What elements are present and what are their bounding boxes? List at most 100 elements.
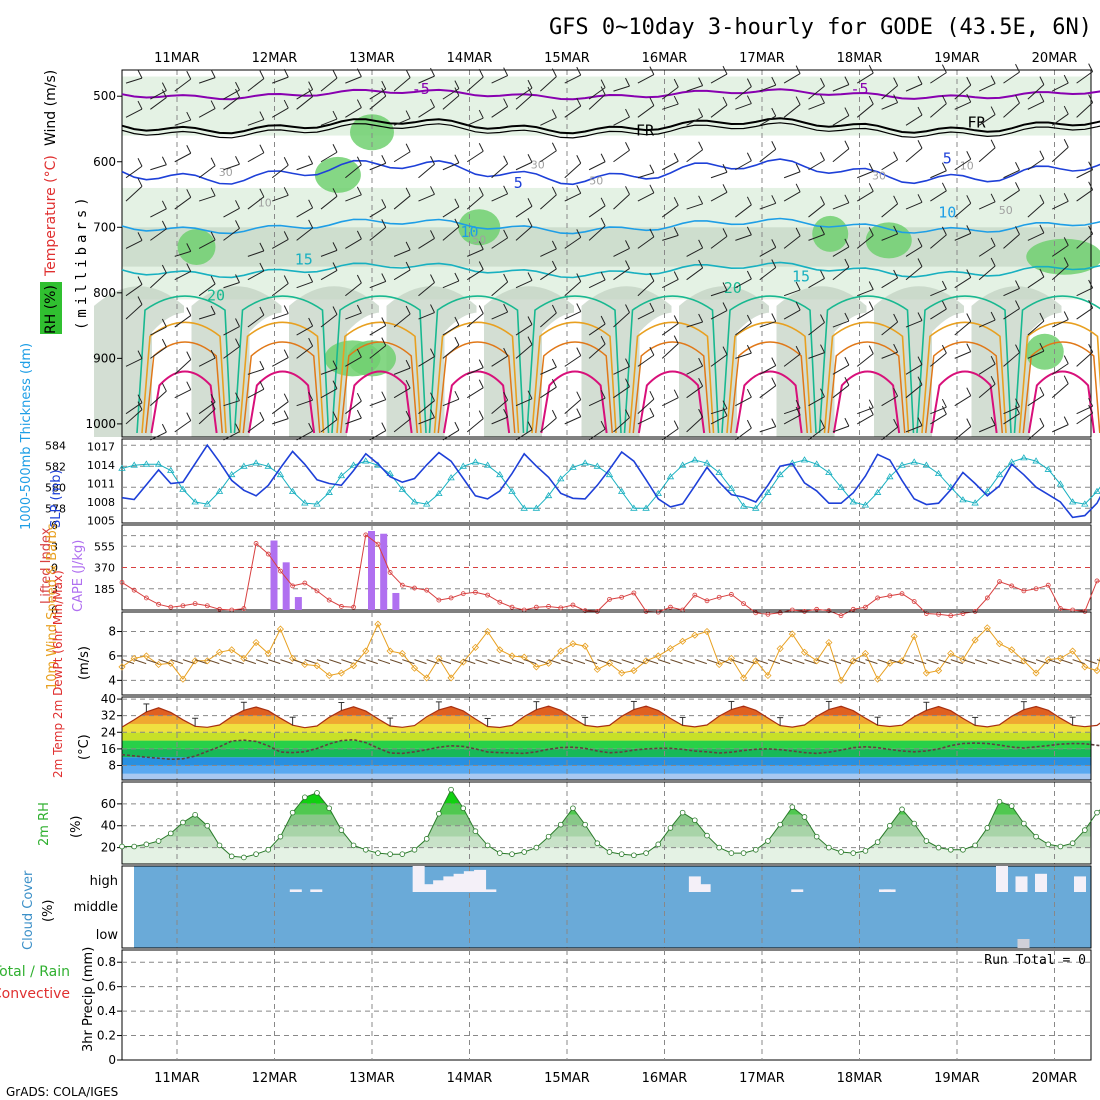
wind-barb (856, 353, 874, 367)
wind-barb (332, 380, 338, 389)
wind-barb (515, 161, 533, 171)
wind-barb (345, 282, 362, 297)
thickness-point (252, 459, 260, 466)
rh-point (765, 838, 771, 844)
rh-contour-label: 30 (872, 169, 886, 182)
thickness-point (398, 485, 407, 492)
wind-barb (917, 75, 923, 85)
wind-barb (1003, 169, 1020, 179)
thickness-point (557, 475, 565, 482)
wind-barb (442, 206, 460, 218)
wind-barb (698, 195, 704, 205)
thickness-point (1068, 498, 1077, 505)
temp-contour-diurnal (818, 295, 915, 434)
wind-barb (503, 67, 509, 76)
wind-barb (332, 110, 338, 120)
wind-barb (905, 245, 923, 257)
wind-barb-10m (658, 659, 671, 665)
li-point (546, 604, 551, 609)
wind-barb (296, 227, 313, 241)
rh-point (1094, 809, 1100, 816)
cloud-level-label: high (90, 874, 118, 889)
wind-barb (746, 95, 752, 104)
wind-barb (893, 387, 899, 397)
temp-contour-diurnal (526, 295, 622, 434)
wind-barb (491, 281, 508, 297)
wind-barb (345, 417, 362, 425)
wind-speed-point (593, 665, 601, 673)
wind-barb (600, 153, 606, 162)
wind-barb (454, 87, 460, 96)
wind-barb (857, 288, 874, 297)
wind-barb (1003, 102, 1020, 118)
wind-barb (990, 237, 996, 247)
rh-point (228, 853, 235, 860)
wind-barb (600, 79, 606, 88)
wind-barb-10m (280, 659, 293, 665)
thickness-point (508, 487, 516, 494)
millibars-axis-label: (millibars) (74, 193, 90, 330)
wind-barb-10m (548, 659, 561, 665)
li-point (802, 609, 807, 614)
wind-barb (1088, 299, 1094, 309)
rh-point (399, 851, 406, 857)
wind-barb (1052, 424, 1069, 433)
wind-speed-point (971, 636, 979, 644)
wind-speed-point (435, 654, 443, 662)
wind-barb (576, 408, 582, 417)
wind-barb (1088, 225, 1094, 235)
wind-barb (1039, 150, 1045, 159)
wind-barb (759, 321, 776, 328)
wind-barb-10m (1096, 659, 1100, 662)
wind-barb (320, 151, 338, 163)
thickness-point (435, 489, 443, 496)
wind-barb (405, 241, 411, 251)
li-point (497, 599, 503, 605)
wind-barb (820, 94, 825, 104)
wind-barb-10m (243, 659, 257, 665)
wind-barb (673, 420, 679, 429)
wind-barb (771, 107, 777, 117)
li-point (399, 582, 405, 588)
temp-contour-diurnal (827, 341, 906, 434)
wind-barb (978, 265, 996, 281)
slp-tick: 1014 (87, 459, 115, 472)
rh-point (497, 850, 503, 856)
wind-barb (198, 283, 216, 297)
wind-barb (198, 195, 216, 202)
wind-barb (795, 183, 801, 193)
wind-barb (564, 355, 582, 367)
cloud-unit-label: (%) (41, 900, 56, 923)
rh-point (436, 810, 442, 817)
wind-barb (454, 390, 460, 400)
wind-barb (551, 186, 557, 196)
wind-barb (527, 421, 533, 430)
cloud-high-bar (879, 889, 891, 892)
wind-barb-10m (134, 659, 147, 665)
wind-barb-10m (475, 659, 488, 665)
wind-barb (1088, 404, 1094, 414)
wind-barb (551, 409, 557, 419)
wind-barb (283, 393, 289, 402)
wind-barb (540, 268, 557, 281)
cloud-high-bar (1015, 876, 1028, 892)
temp-contour-diurnal (930, 370, 998, 434)
rh-point (460, 805, 467, 812)
wind-barb (698, 357, 704, 367)
wind-barb-10m (170, 659, 183, 665)
rh-point (862, 848, 869, 854)
wind-barb (808, 278, 825, 289)
rh-point (314, 790, 320, 796)
wind-barb (686, 365, 703, 375)
wind-barb (308, 273, 314, 283)
wind-barb (722, 400, 728, 409)
date-label-bottom: 17MAR (739, 1071, 785, 1086)
tick-label: 900 (93, 351, 116, 365)
wind-barb (722, 282, 728, 291)
thickness-point (288, 487, 297, 494)
date-label-top: 17MAR (739, 51, 785, 66)
temp-contour-diurnal (540, 370, 608, 434)
wind-barb-10m (560, 659, 573, 665)
thickness-point (581, 459, 589, 466)
wind-barb (503, 408, 509, 418)
